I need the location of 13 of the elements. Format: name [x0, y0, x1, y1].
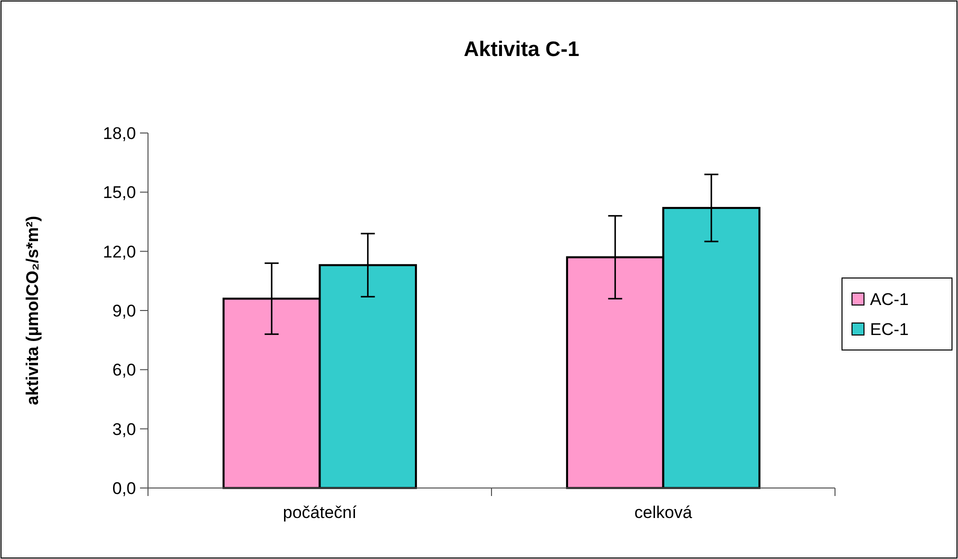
y-tick-label: 18,0: [102, 124, 136, 143]
legend-label: EC-1: [870, 320, 909, 339]
legend-label: AC-1: [870, 290, 909, 309]
y-tick-label: 9,0: [112, 301, 136, 320]
y-tick-label: 15,0: [102, 183, 136, 202]
y-tick-label: 6,0: [112, 360, 136, 380]
x-tick-label: celková: [634, 503, 693, 522]
chart-title: Aktivita C-1: [464, 38, 580, 61]
y-tick-label: 12,0: [102, 242, 136, 262]
y-tick-label: 0,0: [112, 478, 136, 498]
x-tick-label: počáteční: [282, 503, 357, 522]
y-axis-title: aktivita (µmolCO₂/s*m²): [23, 216, 42, 406]
y-tick-label: 3,0: [112, 420, 136, 439]
